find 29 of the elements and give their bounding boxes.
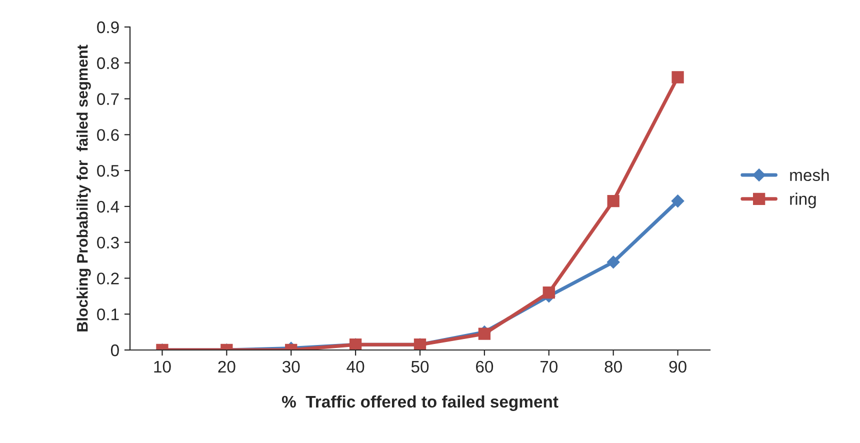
y-tick-label: 0.4: [97, 200, 120, 213]
point: [606, 256, 620, 268]
x-tick-label: 70: [540, 360, 558, 373]
x-axis-title: % Traffic offered to failed segment: [282, 395, 558, 412]
y-tick-label: 0.6: [97, 129, 119, 141]
x-tick-label: 60: [476, 360, 494, 373]
x-tick-label: 90: [669, 360, 686, 373]
y-tick-label: 0.2: [97, 272, 119, 284]
x-tick-label: 40: [346, 360, 364, 373]
point: [478, 328, 491, 340]
point: [542, 286, 555, 299]
point: [671, 194, 684, 208]
legend-label: ring: [790, 192, 816, 208]
x-tick-label: 10: [154, 360, 171, 373]
y-tick-label: 0.9: [97, 21, 119, 34]
y-tick-label: 0.7: [97, 93, 119, 105]
x-tick-label: 20: [218, 360, 236, 373]
y-tick-label: 0.1: [97, 308, 119, 320]
y-axis-title: Blocking Probability for failed segment: [76, 44, 91, 332]
y-tick-label: 0.3: [97, 236, 119, 249]
x-tick-label: 80: [604, 360, 622, 373]
y-tick-label: 0.5: [97, 164, 119, 177]
y-tick-label: 0.8: [97, 57, 119, 70]
y-tick-label: 0: [110, 344, 119, 356]
legend-label: mesh: [790, 168, 829, 182]
point: [672, 71, 684, 84]
x-tick-label: 50: [411, 360, 429, 373]
x-tick-label: 30: [282, 360, 300, 373]
point: [607, 194, 620, 208]
